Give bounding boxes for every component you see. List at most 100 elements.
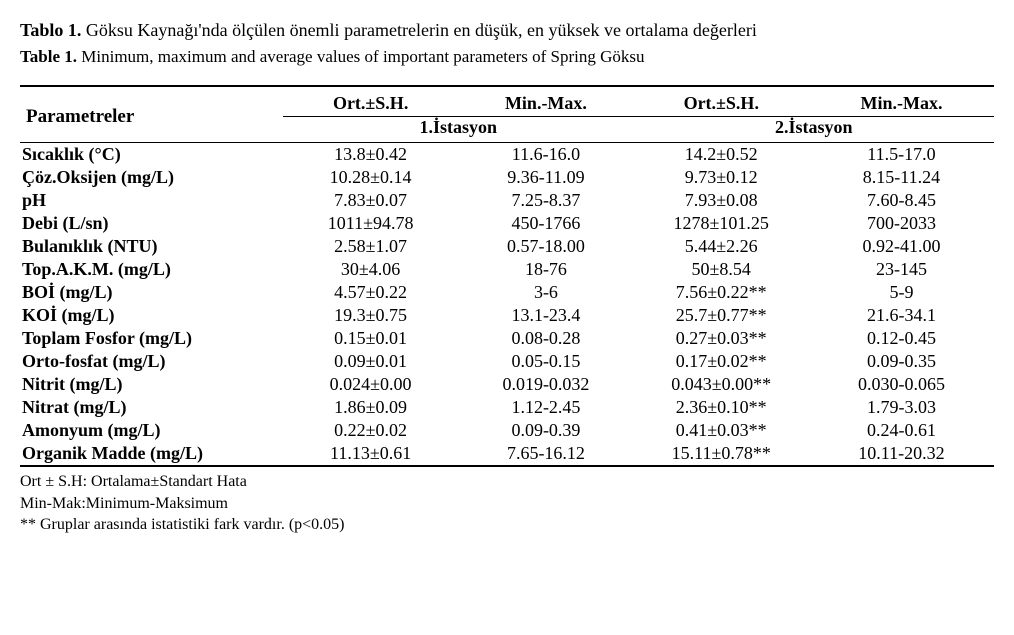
cell-value: 9.73±0.12 (634, 166, 809, 189)
cell-value: 0.05-0.15 (458, 350, 633, 373)
caption-en-label: Table 1. (20, 47, 77, 66)
cell-value: 1.12-2.45 (458, 396, 633, 419)
header-min-max-1: Min.-Max. (458, 86, 633, 117)
cell-value: 10.28±0.14 (283, 166, 458, 189)
param-name: Orto-fosfat (mg/L) (20, 350, 283, 373)
cell-value: 7.65-16.12 (458, 442, 633, 466)
cell-value: 0.09-0.39 (458, 419, 633, 442)
cell-value: 0.17±0.02** (634, 350, 809, 373)
cell-value: 1.79-3.03 (809, 396, 994, 419)
param-name: Sıcaklık (°C) (20, 143, 283, 167)
table-row: Organik Madde (mg/L)11.13±0.617.65-16.12… (20, 442, 994, 466)
table-row: Toplam Fosfor (mg/L)0.15±0.010.08-0.280.… (20, 327, 994, 350)
footnotes: Ort ± S.H: Ortalama±Standart Hata Min-Ma… (20, 471, 994, 536)
cell-value: 30±4.06 (283, 258, 458, 281)
header-min-max-2: Min.-Max. (809, 86, 994, 117)
cell-value: 0.019-0.032 (458, 373, 633, 396)
param-name: Amonyum (mg/L) (20, 419, 283, 442)
footnote-3: ** Gruplar arasında istatistiki fark var… (20, 514, 994, 536)
table-body: Sıcaklık (°C)13.8±0.4211.6-16.014.2±0.52… (20, 143, 994, 467)
cell-value: 1278±101.25 (634, 212, 809, 235)
cell-value: 7.93±0.08 (634, 189, 809, 212)
cell-value: 7.83±0.07 (283, 189, 458, 212)
param-name: BOİ (mg/L) (20, 281, 283, 304)
param-name: Top.A.K.M. (mg/L) (20, 258, 283, 281)
cell-value: 13.1-23.4 (458, 304, 633, 327)
table-row: BOİ (mg/L)4.57±0.223-67.56±0.22**5-9 (20, 281, 994, 304)
cell-value: 0.030-0.065 (809, 373, 994, 396)
cell-value: 0.08-0.28 (458, 327, 633, 350)
cell-value: 11.5-17.0 (809, 143, 994, 167)
caption-tr-label: Tablo 1. (20, 20, 81, 40)
footnote-1: Ort ± S.H: Ortalama±Standart Hata (20, 471, 994, 493)
cell-value: 10.11-20.32 (809, 442, 994, 466)
cell-value: 8.15-11.24 (809, 166, 994, 189)
param-name: Nitrit (mg/L) (20, 373, 283, 396)
cell-value: 25.7±0.77** (634, 304, 809, 327)
cell-value: 13.8±0.42 (283, 143, 458, 167)
cell-value: 23-145 (809, 258, 994, 281)
cell-value: 19.3±0.75 (283, 304, 458, 327)
cell-value: 15.11±0.78** (634, 442, 809, 466)
cell-value: 7.56±0.22** (634, 281, 809, 304)
cell-value: 5-9 (809, 281, 994, 304)
cell-value: 50±8.54 (634, 258, 809, 281)
param-name: KOİ (mg/L) (20, 304, 283, 327)
header-station-2: 2.İstasyon (634, 117, 994, 143)
caption-turkish: Tablo 1. Göksu Kaynağı'nda ölçülen öneml… (20, 20, 994, 41)
cell-value: 0.41±0.03** (634, 419, 809, 442)
table-row: Çöz.Oksijen (mg/L)10.28±0.149.36-11.099.… (20, 166, 994, 189)
cell-value: 0.043±0.00** (634, 373, 809, 396)
param-name: Organik Madde (mg/L) (20, 442, 283, 466)
cell-value: 2.58±1.07 (283, 235, 458, 258)
cell-value: 11.6-16.0 (458, 143, 633, 167)
cell-value: 0.22±0.02 (283, 419, 458, 442)
cell-value: 7.25-8.37 (458, 189, 633, 212)
cell-value: 0.24-0.61 (809, 419, 994, 442)
cell-value: 3-6 (458, 281, 633, 304)
table-row: Sıcaklık (°C)13.8±0.4211.6-16.014.2±0.52… (20, 143, 994, 167)
table-row: Bulanıklık (NTU)2.58±1.070.57-18.005.44±… (20, 235, 994, 258)
cell-value: 2.36±0.10** (634, 396, 809, 419)
parameters-table: Parametreler Ort.±S.H. Min.-Max. Ort.±S.… (20, 85, 994, 467)
cell-value: 9.36-11.09 (458, 166, 633, 189)
cell-value: 0.12-0.45 (809, 327, 994, 350)
cell-value: 11.13±0.61 (283, 442, 458, 466)
header-ort-sh-1: Ort.±S.H. (283, 86, 458, 117)
param-name: pH (20, 189, 283, 212)
param-name: Çöz.Oksijen (mg/L) (20, 166, 283, 189)
caption-tr-text: Göksu Kaynağı'nda ölçülen önemli paramet… (81, 20, 757, 40)
table-row: Orto-fosfat (mg/L)0.09±0.010.05-0.150.17… (20, 350, 994, 373)
cell-value: 0.15±0.01 (283, 327, 458, 350)
table-row: Top.A.K.M. (mg/L)30±4.0618-7650±8.5423-1… (20, 258, 994, 281)
header-ort-sh-2: Ort.±S.H. (634, 86, 809, 117)
cell-value: 0.57-18.00 (458, 235, 633, 258)
param-name: Toplam Fosfor (mg/L) (20, 327, 283, 350)
cell-value: 0.27±0.03** (634, 327, 809, 350)
param-name: Debi (L/sn) (20, 212, 283, 235)
table-row: Nitrit (mg/L)0.024±0.000.019-0.0320.043±… (20, 373, 994, 396)
header-parametreler: Parametreler (20, 86, 283, 143)
cell-value: 4.57±0.22 (283, 281, 458, 304)
cell-value: 5.44±2.26 (634, 235, 809, 258)
footnote-2: Min-Mak:Minimum-Maksimum (20, 493, 994, 515)
cell-value: 1011±94.78 (283, 212, 458, 235)
table-row: KOİ (mg/L)19.3±0.7513.1-23.425.7±0.77**2… (20, 304, 994, 327)
cell-value: 700-2033 (809, 212, 994, 235)
cell-value: 7.60-8.45 (809, 189, 994, 212)
table-row: pH7.83±0.077.25-8.377.93±0.087.60-8.45 (20, 189, 994, 212)
cell-value: 450-1766 (458, 212, 633, 235)
table-row: Amonyum (mg/L)0.22±0.020.09-0.390.41±0.0… (20, 419, 994, 442)
param-name: Nitrat (mg/L) (20, 396, 283, 419)
cell-value: 21.6-34.1 (809, 304, 994, 327)
cell-value: 1.86±0.09 (283, 396, 458, 419)
table-row: Nitrat (mg/L)1.86±0.091.12-2.452.36±0.10… (20, 396, 994, 419)
cell-value: 18-76 (458, 258, 633, 281)
caption-en-text: Minimum, maximum and average values of i… (77, 47, 644, 66)
cell-value: 0.09-0.35 (809, 350, 994, 373)
cell-value: 0.09±0.01 (283, 350, 458, 373)
cell-value: 0.024±0.00 (283, 373, 458, 396)
param-name: Bulanıklık (NTU) (20, 235, 283, 258)
caption-english: Table 1. Minimum, maximum and average va… (20, 47, 994, 67)
cell-value: 14.2±0.52 (634, 143, 809, 167)
